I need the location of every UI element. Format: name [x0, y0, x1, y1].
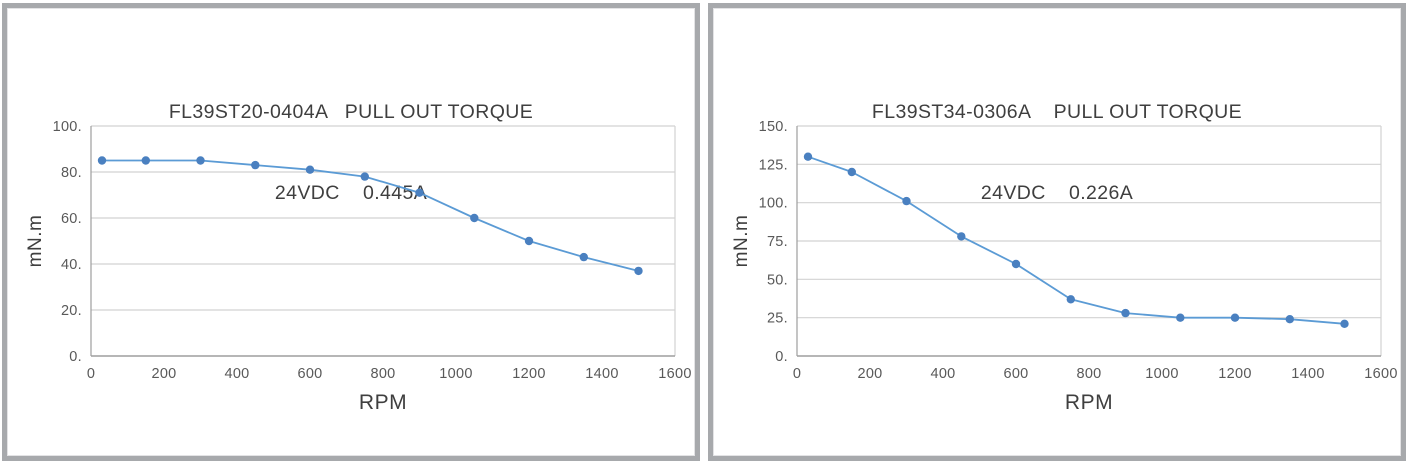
- torque-curve: [807, 155, 1345, 325]
- y-tick-label: 75.: [767, 234, 788, 250]
- data-point-marker: [196, 156, 205, 165]
- y-tick-label: 0.: [775, 349, 788, 365]
- torque-chart-svg: 0. 25. 50. 75. 100. 125. 150. 0 200 400 600 800 1000…: [731, 119, 1397, 414]
- x-tick-label: 800: [1076, 366, 1101, 382]
- data-point-marker: [1066, 295, 1075, 304]
- y-tick-label: 20.: [61, 303, 82, 319]
- torque-plot-fl39st20: 0. 20. 40. 60. 80. 100. 0 200 400 600 800 1000 1200 1…: [7, 104, 691, 454]
- x-tick-label: 400: [224, 366, 249, 382]
- y-tick-label: 100.: [759, 196, 788, 212]
- chart-title-line2: 24VDC 0.445A: [274, 182, 428, 204]
- data-point-marker: [524, 236, 534, 246]
- y-axis-title: mN.m: [25, 215, 46, 268]
- data-point-marker: [803, 152, 813, 161]
- x-tick-label: 400: [930, 366, 955, 382]
- y-tick-label: 125.: [759, 157, 788, 173]
- data-point-marker: [1285, 315, 1294, 324]
- x-tick-label: 1200: [1218, 366, 1251, 382]
- chart-title-line1: FL39ST20-0404A PULL OUT TORQUE: [168, 101, 534, 123]
- data-point-marker: [415, 188, 424, 197]
- x-tick-label: 1200: [512, 366, 545, 382]
- x-tick-label: 1400: [1291, 366, 1324, 382]
- torque-curve: [102, 159, 639, 272]
- y-tick-label: 40.: [61, 257, 82, 273]
- y-tick-label: 80.: [61, 165, 82, 181]
- data-point-marker: [305, 165, 315, 174]
- x-tick-label: 600: [297, 366, 322, 382]
- y-tick-label: 0.: [69, 349, 82, 365]
- x-tick-label: 1600: [1364, 366, 1397, 382]
- data-point-marker: [1340, 319, 1349, 328]
- chart-title-block: FL39ST20-0404A PULL OUT TORQUE 24VDC 0.4…: [7, 45, 695, 261]
- data-point-marker: [251, 160, 260, 170]
- y-tick-label: 25.: [767, 311, 788, 327]
- x-tick-label: 800: [370, 366, 395, 382]
- x-tick-label: 1400: [585, 366, 618, 382]
- chart-title-line1: FL39ST34-0306A PULL OUT TORQUE: [871, 101, 1243, 123]
- y-axis-title: mN.m: [731, 215, 752, 268]
- data-point-marker: [957, 232, 966, 241]
- y-tick-label: 50.: [767, 272, 788, 288]
- torque-chart-svg: 0. 20. 40. 60. 80. 100. 0 200 400 600 800 1000 1200 1…: [25, 119, 691, 414]
- data-point-marker: [470, 213, 479, 223]
- torque-plot-fl39st34: 0. 25. 50. 75. 100. 125. 150. 0 200 400 600 800 1000…: [713, 104, 1397, 454]
- data-point-marker: [1230, 313, 1240, 322]
- chart-title-block: FL39ST34-0306A PULL OUT TORQUE 24VDC 0.2…: [713, 45, 1401, 261]
- data-point-marker: [1176, 313, 1185, 322]
- x-tick-label: 0: [87, 366, 95, 382]
- data-point-marker: [1121, 308, 1130, 318]
- data-point-marker: [141, 156, 150, 165]
- x-axis-title: RPM: [359, 391, 407, 414]
- x-tick-label: 200: [857, 366, 882, 382]
- y-tick-label: 150.: [759, 119, 788, 135]
- chart-title-line2: 24VDC 0.226A: [980, 182, 1134, 204]
- x-tick-label: 1600: [658, 366, 691, 382]
- x-tick-label: 0: [793, 366, 801, 382]
- chart-panel-fl39st20: FL39ST20-0404A PULL OUT TORQUE 24VDC 0.4…: [2, 3, 700, 461]
- x-tick-label: 1000: [1145, 366, 1178, 382]
- chart-panel-fl39st34: FL39ST34-0306A PULL OUT TORQUE 24VDC 0.2…: [708, 3, 1406, 461]
- data-point-marker: [1011, 259, 1021, 269]
- data-point-marker: [634, 266, 643, 276]
- x-tick-label: 600: [1003, 366, 1028, 382]
- data-point-marker: [579, 252, 588, 262]
- data-point-marker: [902, 196, 911, 206]
- data-point-marker: [847, 167, 856, 177]
- y-tick-label: 100.: [53, 119, 82, 135]
- data-point-marker: [97, 156, 107, 165]
- x-axis-title: RPM: [1065, 391, 1113, 414]
- y-tick-label: 60.: [61, 211, 82, 227]
- x-tick-label: 1000: [439, 366, 472, 382]
- x-tick-label: 200: [151, 366, 176, 382]
- data-point-marker: [360, 172, 369, 181]
